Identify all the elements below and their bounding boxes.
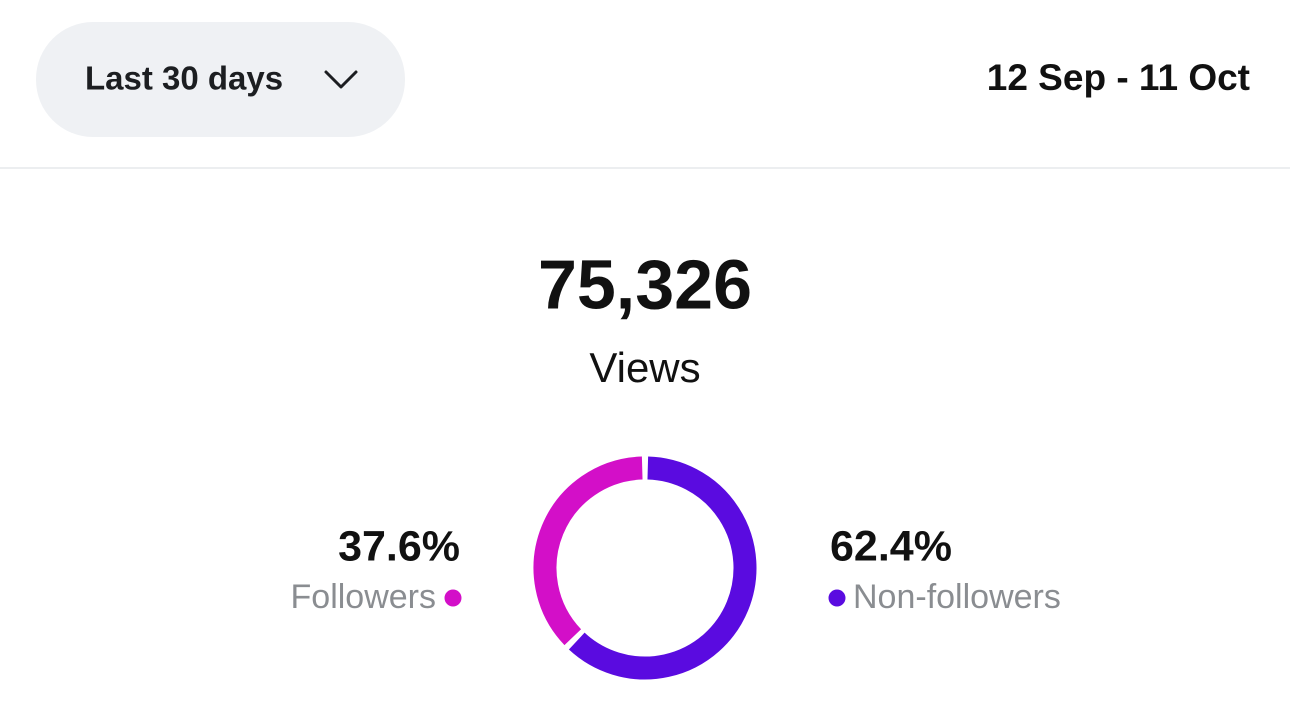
chevron-icon[interactable]: [324, 70, 358, 89]
donut-segment: [533, 456, 643, 646]
total-label: Views: [589, 344, 700, 391]
range-pill[interactable]: [36, 22, 405, 137]
percent-label: 62.4%: [830, 522, 952, 570]
donut-segment: [568, 456, 757, 680]
legend-dot: [828, 589, 846, 607]
total-value: 75,326: [538, 245, 752, 323]
percent-label: 37.6%: [338, 522, 460, 570]
legend-label: Followers: [291, 578, 436, 616]
legend-dot: [444, 589, 462, 607]
legend-label: Non-followers: [853, 578, 1061, 616]
date-range: 12 Sep - 11 Oct: [987, 57, 1250, 98]
range-label[interactable]: Last 30 days: [85, 60, 283, 97]
donut-chart: 37.6% Followers 62.4% Non-followers: [291, 456, 1061, 680]
